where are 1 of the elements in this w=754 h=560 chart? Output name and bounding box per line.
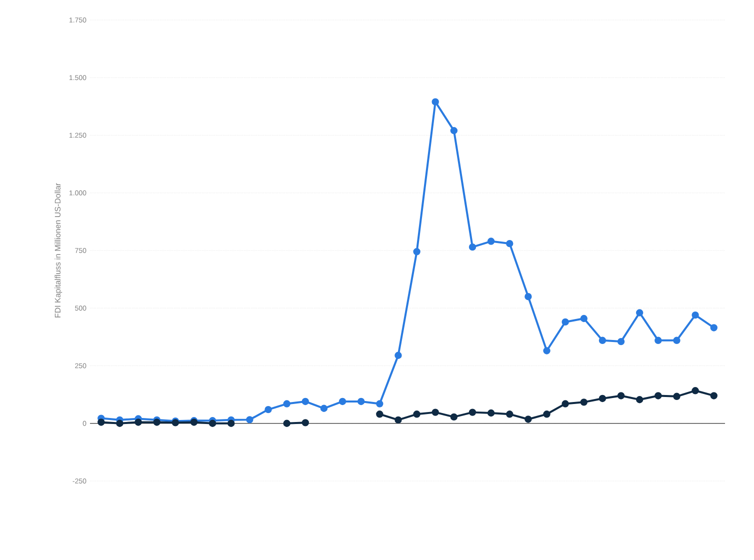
y-axis-title: FDI Kapitalfluss in Millionen US-Dollar (54, 183, 62, 318)
